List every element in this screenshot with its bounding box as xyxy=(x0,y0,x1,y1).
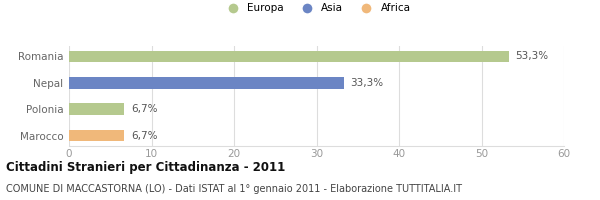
Bar xyxy=(69,130,124,141)
Bar xyxy=(69,103,124,115)
Bar xyxy=(69,51,509,62)
Text: 6,7%: 6,7% xyxy=(131,131,157,141)
Bar xyxy=(69,77,344,89)
Text: 53,3%: 53,3% xyxy=(515,51,548,61)
Text: 6,7%: 6,7% xyxy=(131,104,157,114)
Text: 33,3%: 33,3% xyxy=(350,78,383,88)
Text: Cittadini Stranieri per Cittadinanza - 2011: Cittadini Stranieri per Cittadinanza - 2… xyxy=(6,161,285,174)
Legend: Europa, Asia, Africa: Europa, Asia, Africa xyxy=(218,0,415,18)
Text: COMUNE DI MACCASTORNA (LO) - Dati ISTAT al 1° gennaio 2011 - Elaborazione TUTTIT: COMUNE DI MACCASTORNA (LO) - Dati ISTAT … xyxy=(6,184,462,194)
